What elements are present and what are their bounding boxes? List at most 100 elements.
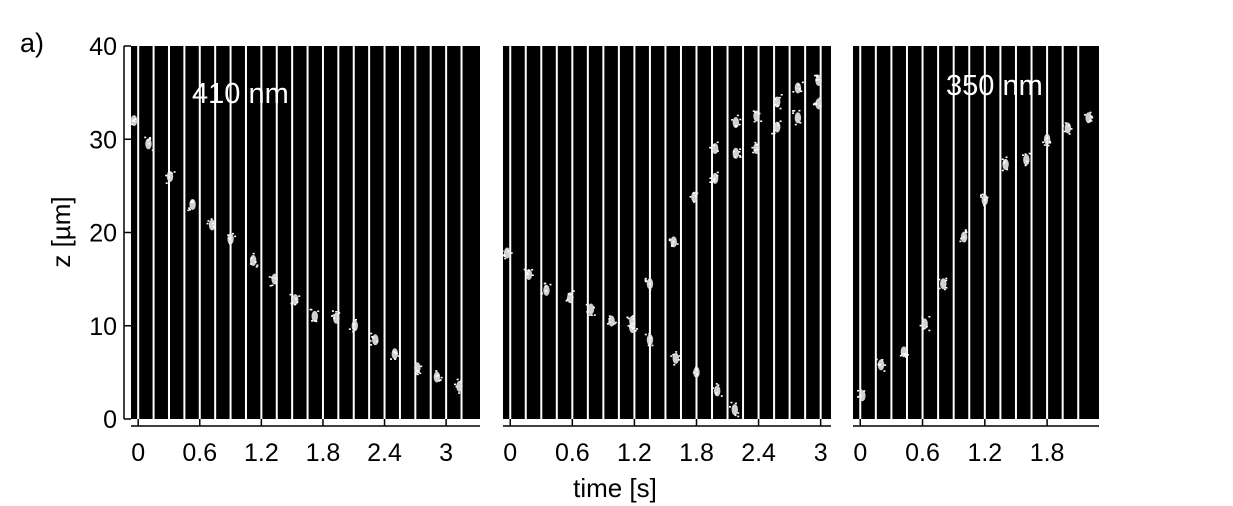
data-point (644, 277, 654, 291)
data-point-speckle (1001, 169, 1004, 172)
data-point-speckle (572, 290, 575, 292)
data-point-speckle (503, 255, 506, 257)
data-point-speckle (817, 78, 820, 81)
data-point (709, 141, 719, 155)
data-point-speckle (1070, 128, 1073, 130)
data-point-speckle (965, 231, 968, 234)
data-point-speckle (608, 315, 611, 317)
data-point (606, 315, 617, 327)
data-point-speckle (256, 264, 259, 267)
data-point-speckle (151, 149, 154, 152)
data-point-speckle (716, 174, 719, 177)
data-point-speckle (668, 238, 671, 241)
data-point-speckle (735, 125, 738, 127)
data-point-speckle (730, 401, 733, 404)
data-point-speckle (510, 252, 513, 254)
data-point-core (567, 292, 574, 304)
data-point-speckle (632, 315, 635, 317)
data-point-speckle (133, 118, 136, 120)
data-point-speckle (394, 358, 397, 361)
data-point-speckle (188, 207, 191, 209)
data-point-speckle (395, 352, 398, 355)
data-point-speckle (149, 136, 152, 139)
data-point-speckle (779, 107, 782, 110)
data-point-speckle (191, 199, 194, 202)
data-point (390, 348, 400, 361)
data-point-speckle (670, 355, 673, 357)
data-point-speckle (799, 121, 802, 124)
data-point-speckle (752, 110, 755, 112)
data-point-speckle (776, 105, 779, 107)
data-point-speckle (1003, 162, 1006, 164)
data-point-speckle (696, 192, 699, 195)
data-point-speckle (980, 196, 983, 198)
x-tick-label: 1.2 (244, 439, 279, 467)
data-point-speckle (881, 358, 884, 361)
data-point-speckle (964, 229, 967, 231)
data-point (433, 370, 443, 383)
data-point (348, 318, 358, 333)
data-point (330, 310, 341, 324)
data-point (249, 252, 259, 268)
data-point-speckle (798, 109, 801, 112)
data-point-core (732, 116, 740, 128)
x-tick-label: 1.2 (617, 439, 652, 467)
data-point-speckle (290, 302, 293, 305)
data-point-speckle (755, 143, 758, 146)
data-point (1022, 152, 1033, 167)
data-point-speckle (813, 102, 816, 105)
data-point-speckle (369, 340, 372, 342)
data-point-speckle (737, 415, 740, 418)
data-point-core (713, 385, 721, 397)
data-point-speckle (569, 293, 572, 296)
data-point-speckle (390, 358, 393, 360)
data-point-speckle (627, 317, 630, 320)
data-point (268, 273, 278, 287)
data-point-core (940, 278, 947, 290)
data-point (979, 193, 989, 207)
data-point-speckle (270, 276, 273, 279)
data-point-speckle (1063, 130, 1066, 133)
data-point (689, 191, 699, 203)
data-point-speckle (352, 319, 355, 321)
data-point-core (646, 334, 654, 346)
data-point-speckle (526, 272, 529, 274)
data-point (523, 268, 534, 280)
x-tick-label: 2.4 (741, 439, 776, 467)
data-point-speckle (692, 192, 695, 194)
data-point-speckle (531, 268, 534, 271)
data-point-speckle (565, 299, 568, 302)
data-point-speckle (754, 111, 757, 114)
data-point (227, 232, 237, 245)
data-point-speckle (644, 277, 647, 280)
data-point-core (773, 121, 781, 133)
data-point-speckle (627, 325, 630, 327)
data-point-speckle (672, 241, 675, 243)
data-point-speckle (857, 389, 860, 392)
data-point-speckle (1091, 116, 1094, 119)
data-point-speckle (311, 320, 314, 322)
data-point-speckle (739, 156, 742, 159)
data-point-speckle (738, 123, 741, 126)
data-point-speckle (523, 268, 526, 271)
data-point-speckle (733, 156, 736, 158)
data-point-speckle (793, 109, 796, 112)
data-point-speckle (801, 81, 804, 84)
data-point-core (691, 191, 698, 203)
data-point-speckle (289, 293, 292, 296)
data-point-speckle (420, 365, 423, 368)
data-point-speckle (716, 141, 719, 144)
data-point-speckle (507, 250, 510, 253)
data-point-speckle (1089, 119, 1092, 122)
data-point (899, 346, 909, 358)
data-point-speckle (1030, 152, 1033, 155)
data-point-core (503, 247, 511, 259)
data-point-speckle (249, 263, 252, 265)
data-point-speckle (1026, 160, 1029, 163)
data-point-speckle (650, 337, 653, 339)
data-point-speckle (228, 242, 231, 245)
data-point-speckle (818, 97, 821, 100)
data-point (501, 247, 513, 260)
data-point-speckle (877, 363, 880, 366)
data-point-speckle (981, 193, 984, 196)
